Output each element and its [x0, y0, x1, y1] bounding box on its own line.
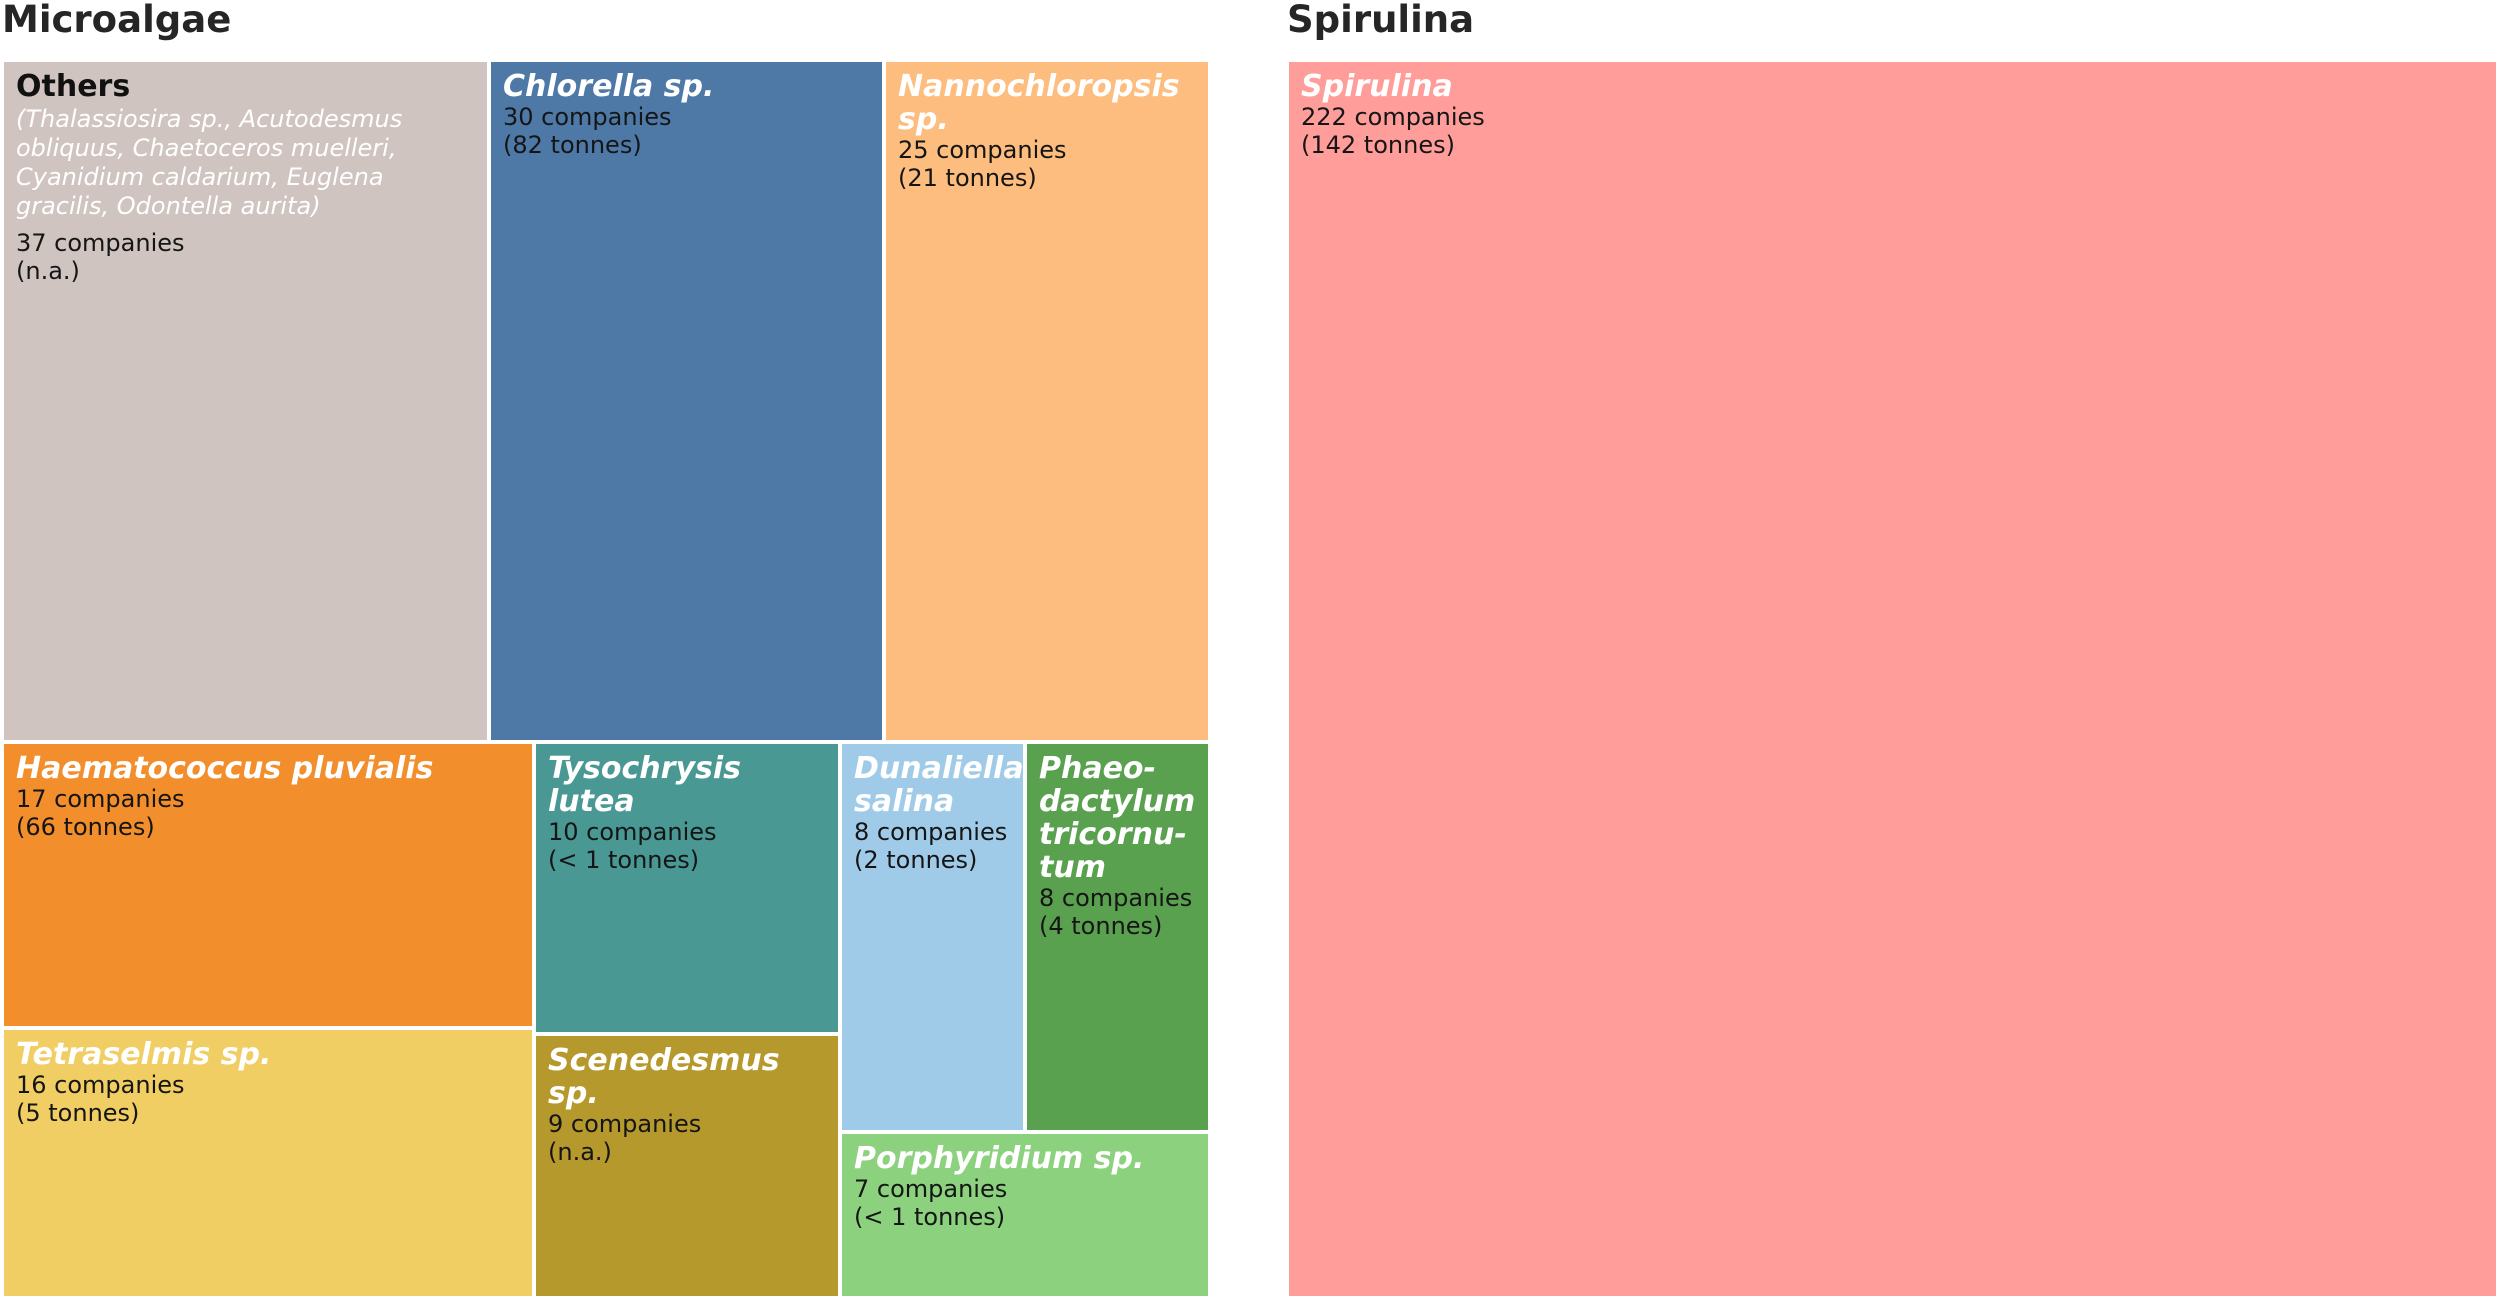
- tile-tonnes-others: (n.a.): [16, 257, 80, 285]
- tile-tonnes-tysochrysis-lutea: (< 1 tonnes): [548, 846, 700, 874]
- tile-haematococcus-pluvialis: Haematococcus pluvialis 17 companies (66 t…: [2, 742, 534, 1028]
- tile-companies-tetraselmis-sp: 16 companies: [16, 1071, 185, 1099]
- tile-phaeo-dactylum-tricornu-tum: Phaeo-dactylum tricornu-tum 8 companies (4…: [1025, 742, 1210, 1132]
- tile-companies-nannochloropsis-sp: 25 companies: [898, 136, 1067, 164]
- tile-tonnes-spirulina: (142 tonnes): [1301, 131, 1455, 159]
- tile-companies-porphyridium-sp: 7 companies: [854, 1175, 1008, 1203]
- tile-label-chlorella-sp: Chlorella sp.: [503, 69, 715, 104]
- tile-label-tysochrysis-lutea: Tysochrysis lutea: [548, 751, 742, 819]
- tile-others: Others (Thalassiosira sp., Acutodesmus ob…: [2, 60, 489, 742]
- tile-label-scenedesmus-sp: Scenedesmus sp.: [548, 1043, 780, 1111]
- tile-label-others: Others: [16, 69, 131, 104]
- tile-tonnes-porphyridium-sp: (< 1 tonnes): [854, 1203, 1006, 1231]
- tile-label-phaeo-dactylum-tricornu-tum: Phaeo-dactylum tricornu-tum: [1039, 751, 1196, 885]
- spirulina-panel-title: Spirulina: [1287, 0, 1475, 41]
- tile-spirulina: Spirulina 222 companies (142 tonnes): [1287, 60, 2498, 1298]
- tile-companies-tysochrysis-lutea: 10 companies: [548, 818, 717, 846]
- tile-label-porphyridium-sp: Porphyridium sp.: [854, 1141, 1145, 1176]
- tile-companies-others: 37 companies: [16, 229, 185, 257]
- tile-label-haematococcus-pluvialis: Haematococcus pluvialis: [16, 751, 434, 786]
- tile-tonnes-haematococcus-pluvialis: (66 tonnes): [16, 813, 155, 841]
- tile-companies-chlorella-sp: 30 companies: [503, 103, 672, 131]
- microalgae-panel-title: Microalgae: [2, 0, 232, 41]
- tile-scenedesmus-sp: Scenedesmus sp. 9 companies (n.a.): [534, 1034, 840, 1298]
- tile-tonnes-phaeo-dactylum-tricornu-tum: (4 tonnes): [1039, 912, 1163, 940]
- tile-tonnes-tetraselmis-sp: (5 tonnes): [16, 1099, 140, 1127]
- tile-note-others: (Thalassiosira sp., Acutodesmus obliquus…: [16, 105, 403, 220]
- tile-label-spirulina: Spirulina: [1301, 69, 1453, 104]
- tile-companies-dunaliella-salina: 8 companies: [854, 818, 1008, 846]
- tile-chlorella-sp: Chlorella sp. 30 companies (82 tonnes): [489, 60, 884, 742]
- tile-companies-scenedesmus-sp: 9 companies: [548, 1110, 702, 1138]
- tile-label-dunaliella-salina: Dunaliella salina: [854, 751, 1024, 819]
- tile-tonnes-chlorella-sp: (82 tonnes): [503, 131, 642, 159]
- tile-tonnes-dunaliella-salina: (2 tonnes): [854, 846, 978, 874]
- tile-tonnes-nannochloropsis-sp: (21 tonnes): [898, 164, 1037, 192]
- spirulina-treemap: Spirulina 222 companies (142 tonnes): [1287, 60, 2498, 1298]
- tile-companies-haematococcus-pluvialis: 17 companies: [16, 785, 185, 813]
- tile-tysochrysis-lutea: Tysochrysis lutea 10 companies (< 1 tonnes…: [534, 742, 840, 1034]
- microalgae-treemap: Others (Thalassiosira sp., Acutodesmus ob…: [2, 60, 1210, 1298]
- tile-companies-spirulina: 222 companies: [1301, 103, 1485, 131]
- tile-tetraselmis-sp: Tetraselmis sp. 16 companies (5 tonnes): [2, 1028, 534, 1298]
- tile-nannochloropsis-sp: Nannochloropsis sp. 25 companies (21 tonne…: [884, 60, 1210, 742]
- tile-porphyridium-sp: Porphyridium sp. 7 companies (< 1 tonnes): [840, 1132, 1210, 1298]
- tile-dunaliella-salina: Dunaliella salina 8 companies (2 tonnes): [840, 742, 1025, 1132]
- tile-label-tetraselmis-sp: Tetraselmis sp.: [16, 1037, 272, 1072]
- tile-label-nannochloropsis-sp: Nannochloropsis sp.: [898, 69, 1180, 137]
- tile-companies-phaeo-dactylum-tricornu-tum: 8 companies: [1039, 884, 1193, 912]
- tile-tonnes-scenedesmus-sp: (n.a.): [548, 1138, 612, 1166]
